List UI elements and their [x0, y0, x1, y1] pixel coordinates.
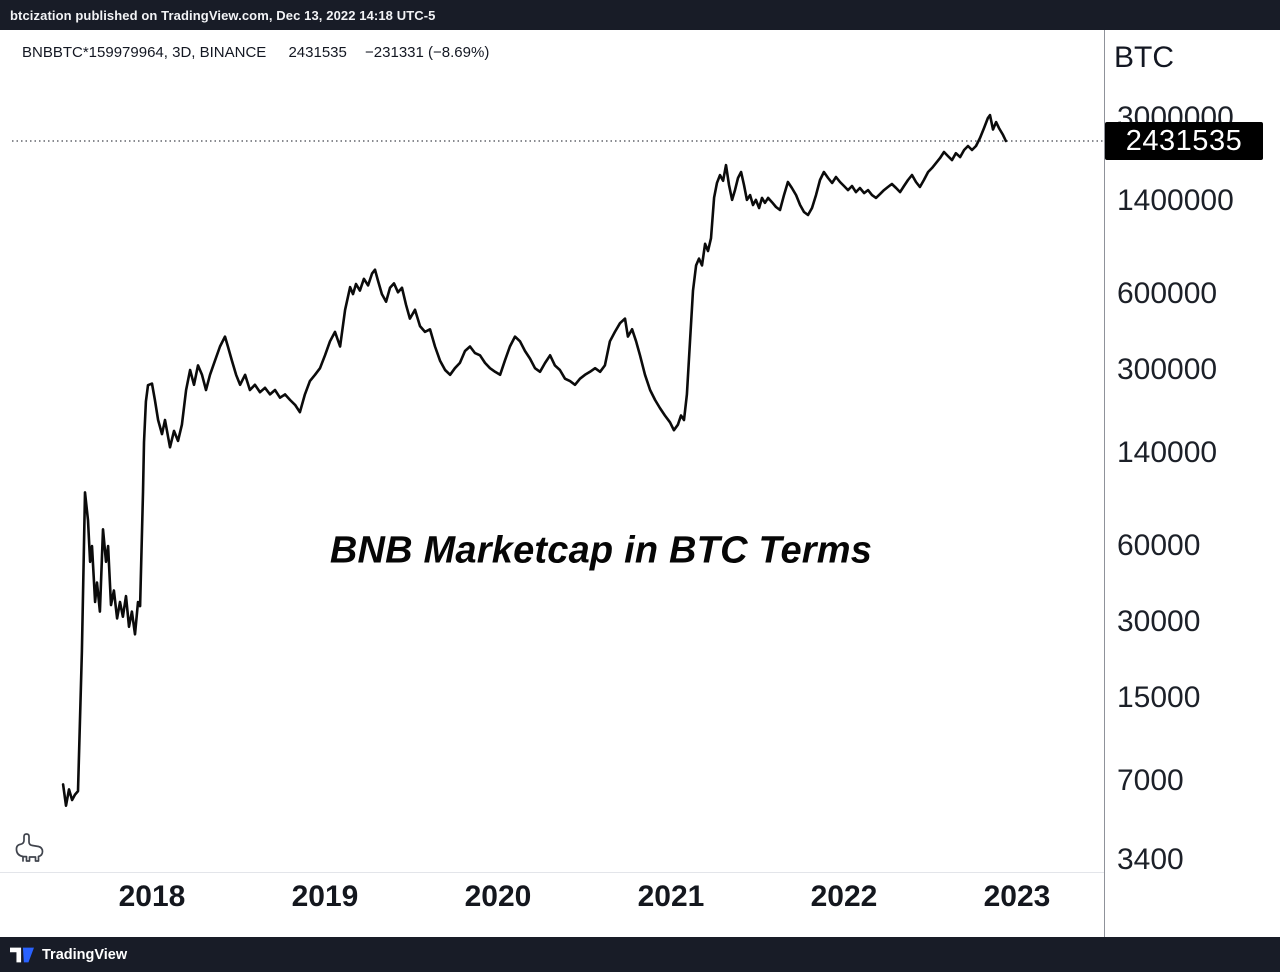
- y-tick-label: 3400: [1117, 843, 1184, 877]
- y-tick-label: 60000: [1117, 529, 1201, 563]
- last-price-label: 2431535: [1105, 122, 1263, 160]
- y-tick-label: 600000: [1117, 277, 1218, 311]
- legend-symbol: BNBBTC*159979964, 3D, BINANCE: [22, 44, 267, 61]
- chart-panel: BNBBTC*159979964, 3D, BINANCE 2431535 −2…: [0, 30, 1280, 937]
- y-tick-label: 30000: [1117, 605, 1201, 638]
- time-axis-separator: [0, 872, 1104, 873]
- x-tick-label: 2018: [118, 880, 186, 913]
- tradingview-logo-icon[interactable]: [10, 947, 34, 963]
- legend-price: 2431535: [288, 44, 347, 61]
- y-tick-label: 300000: [1117, 353, 1218, 386]
- price-axis-unit: BTC: [1114, 41, 1174, 74]
- publish-bar: btcization published on TradingView.com,…: [0, 0, 1280, 30]
- footer-brand[interactable]: TradingView: [42, 946, 128, 963]
- chart-surface[interactable]: [0, 30, 1104, 937]
- y-tick-label: 15000: [1117, 680, 1201, 714]
- time-scale[interactable]: 2018 2019 2020 2021 2022 2023: [0, 872, 1104, 937]
- legend-change: −231331 (−8.69%): [365, 44, 490, 61]
- dino-icon: [15, 833, 44, 862]
- x-tick-label: 2020: [464, 880, 532, 913]
- x-tick-label: 2021: [637, 880, 705, 913]
- chart-watermark-title: BNB Marketcap in BTC Terms: [329, 529, 873, 572]
- x-tick-label: 2019: [291, 880, 359, 913]
- chart-legend[interactable]: BNBBTC*159979964, 3D, BINANCE 2431535 −2…: [22, 44, 489, 61]
- x-tick-label: 2022: [810, 880, 878, 913]
- y-tick-label: 140000: [1117, 436, 1218, 470]
- x-tick-label: 2023: [983, 880, 1051, 913]
- footer-bar: TradingView: [0, 937, 1280, 972]
- y-tick-label: 7000: [1117, 764, 1184, 798]
- price-line: [61, 113, 1008, 807]
- publish-text: btcization published on TradingView.com,…: [10, 7, 436, 23]
- y-tick-label: 1400000: [1117, 184, 1234, 218]
- price-axis-separator: [1104, 30, 1105, 937]
